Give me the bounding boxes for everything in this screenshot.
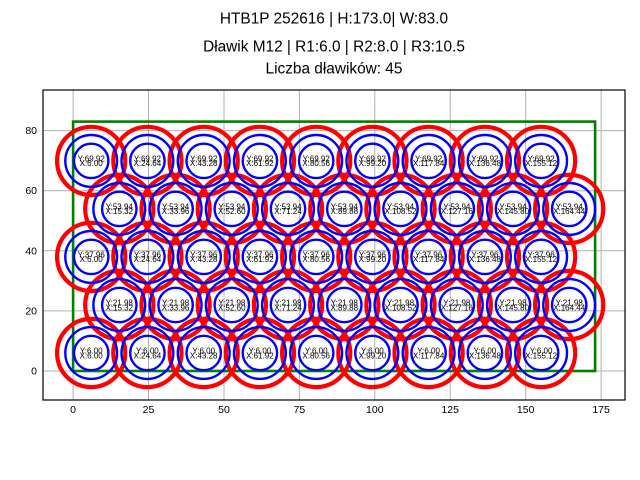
svg-text:X:80.56: X:80.56 [302, 159, 330, 168]
svg-text:X:145.80: X:145.80 [497, 207, 530, 216]
svg-text:X:61.92: X:61.92 [246, 159, 274, 168]
svg-text:X:155.12: X:155.12 [525, 159, 558, 168]
svg-text:X:127.16: X:127.16 [441, 303, 474, 312]
svg-text:125: 125 [441, 404, 459, 416]
svg-text:X:89.88: X:89.88 [331, 207, 359, 216]
svg-text:X:6.00: X:6.00 [80, 255, 104, 264]
svg-text:X:127.16: X:127.16 [441, 207, 474, 216]
svg-text:80: 80 [25, 125, 37, 137]
svg-text:X:15.32: X:15.32 [106, 207, 134, 216]
svg-text:X:99.20: X:99.20 [359, 255, 387, 264]
svg-text:X:89.88: X:89.88 [331, 303, 359, 312]
svg-text:0: 0 [31, 366, 37, 378]
svg-text:X:6.00: X:6.00 [80, 351, 104, 360]
svg-text:X:117.84: X:117.84 [413, 255, 445, 264]
svg-text:HTB1P 252616 | H:173.0| W:83.0: HTB1P 252616 | H:173.0| W:83.0 [220, 11, 448, 28]
svg-text:X:145.80: X:145.80 [497, 303, 530, 312]
svg-text:X:43.28: X:43.28 [190, 159, 218, 168]
svg-text:X:117.84: X:117.84 [413, 351, 445, 360]
svg-text:X:71.24: X:71.24 [274, 303, 302, 312]
svg-text:X:99.20: X:99.20 [359, 159, 387, 168]
svg-text:50: 50 [218, 404, 230, 416]
svg-text:X:80.56: X:80.56 [302, 351, 330, 360]
svg-text:60: 60 [25, 185, 37, 197]
svg-text:40: 40 [25, 245, 37, 257]
svg-text:X:164.44: X:164.44 [553, 303, 586, 312]
svg-text:X:61.92: X:61.92 [246, 255, 274, 264]
svg-text:Dławik M12 | R1:6.0 | R2:8.0 |: Dławik M12 | R1:6.0 | R2:8.0 | R3:10.5 [203, 39, 465, 56]
svg-text:X:155.12: X:155.12 [525, 351, 558, 360]
svg-text:Liczba dławików: 45: Liczba dławików: 45 [266, 61, 403, 78]
svg-text:X:136.48: X:136.48 [469, 255, 502, 264]
svg-text:25: 25 [143, 404, 155, 416]
svg-text:X:15.32: X:15.32 [106, 303, 134, 312]
svg-text:175: 175 [592, 404, 610, 416]
svg-text:X:136.48: X:136.48 [469, 159, 502, 168]
svg-text:150: 150 [517, 404, 535, 416]
svg-text:X:24.64: X:24.64 [134, 351, 162, 360]
svg-text:100: 100 [366, 404, 384, 416]
svg-text:75: 75 [294, 404, 306, 416]
svg-text:X:43.28: X:43.28 [190, 255, 218, 264]
svg-text:X:71.24: X:71.24 [274, 207, 302, 216]
svg-text:X:43.28: X:43.28 [190, 351, 218, 360]
svg-text:X:33.96: X:33.96 [162, 303, 190, 312]
svg-text:20: 20 [25, 305, 37, 317]
svg-text:X:117.84: X:117.84 [413, 159, 445, 168]
svg-text:X:6.00: X:6.00 [80, 159, 104, 168]
svg-text:X:80.56: X:80.56 [302, 255, 330, 264]
svg-text:X:61.92: X:61.92 [246, 351, 274, 360]
svg-text:X:33.96: X:33.96 [162, 207, 190, 216]
svg-text:X:52.60: X:52.60 [218, 207, 246, 216]
svg-text:X:24.64: X:24.64 [134, 255, 162, 264]
svg-text:X:108.52: X:108.52 [384, 207, 417, 216]
svg-text:X:136.48: X:136.48 [469, 351, 502, 360]
svg-text:X:108.52: X:108.52 [384, 303, 417, 312]
svg-text:X:155.12: X:155.12 [525, 255, 558, 264]
svg-text:0: 0 [70, 404, 76, 416]
svg-text:X:24.64: X:24.64 [134, 159, 162, 168]
svg-text:X:99.20: X:99.20 [359, 351, 387, 360]
svg-text:X:52.60: X:52.60 [218, 303, 246, 312]
svg-text:X:164.44: X:164.44 [553, 207, 586, 216]
